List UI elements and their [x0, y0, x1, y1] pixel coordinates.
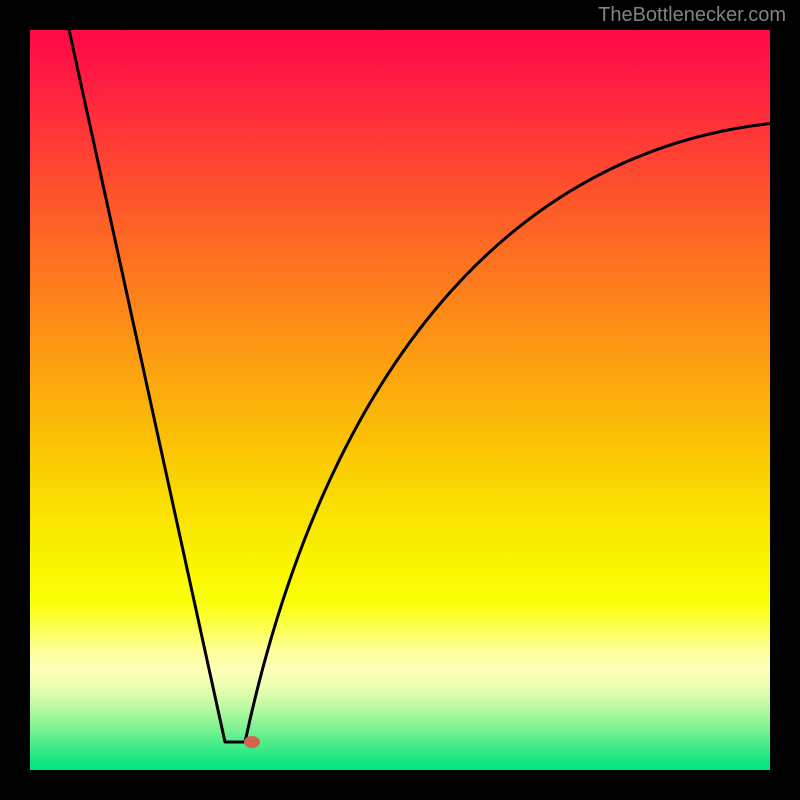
curve-layer [30, 30, 770, 770]
curve-path [68, 30, 770, 742]
minimum-marker [244, 736, 260, 748]
plot-area [30, 30, 770, 770]
watermark-text: TheBottlenecker.com [598, 4, 786, 27]
